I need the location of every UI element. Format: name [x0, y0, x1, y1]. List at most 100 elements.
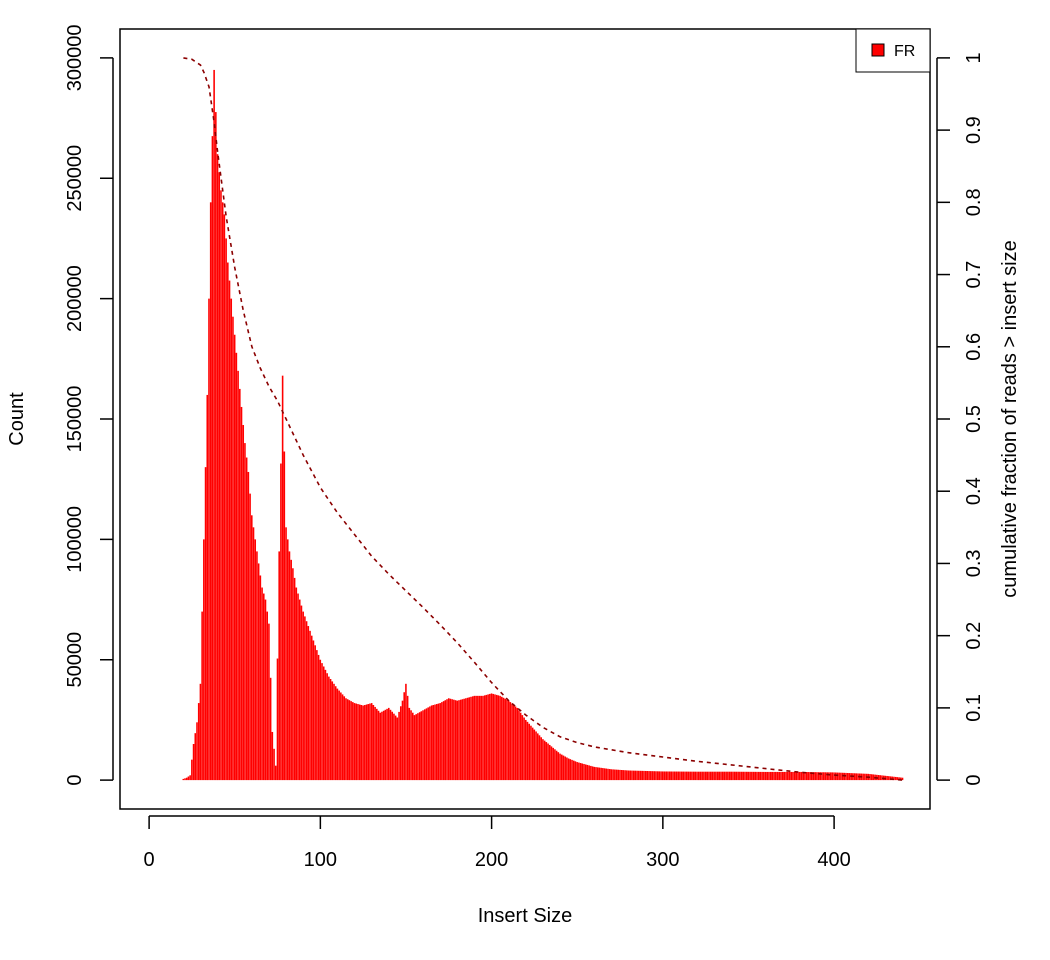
histogram-bar [631, 770, 633, 781]
histogram-bar [576, 762, 578, 781]
histogram-bar [526, 721, 529, 781]
histogram-bar [802, 771, 804, 781]
histogram-bar [663, 771, 666, 781]
histogram-bar [245, 457, 248, 781]
histogram-bar [360, 705, 363, 781]
histogram-bar [203, 539, 205, 781]
histogram-bar [293, 577, 296, 781]
histogram-bar [495, 694, 498, 781]
histogram-bar [848, 773, 851, 781]
histogram-bar [364, 705, 366, 781]
histogram-bar [268, 623, 270, 781]
histogram-bar [620, 770, 623, 781]
histogram-bar [718, 771, 721, 781]
histogram-bar [716, 771, 719, 781]
histogram-bar [660, 771, 662, 781]
histogram-bar [381, 711, 383, 781]
histogram-bar [432, 705, 435, 781]
histogram-bar [388, 707, 390, 781]
x-tick-label: 0 [144, 849, 155, 871]
histogram-bar [615, 769, 618, 781]
histogram-bar [696, 771, 698, 781]
histogram-bar [251, 515, 253, 781]
histogram-bar [776, 771, 779, 781]
histogram-bar [507, 700, 510, 781]
histogram-bar [780, 771, 782, 781]
histogram-bar [490, 693, 493, 781]
histogram-bar [459, 699, 462, 781]
y-tick-label: 0 [64, 775, 86, 786]
histogram-bar [595, 767, 597, 781]
histogram-bar [901, 777, 904, 781]
histogram-bar [896, 777, 899, 781]
histogram-bar [756, 771, 758, 781]
histogram-bar [324, 669, 327, 781]
histogram-bar [249, 493, 251, 781]
histogram-bar [648, 771, 650, 781]
histogram-bar [281, 375, 284, 781]
histogram-bar [838, 772, 840, 781]
histogram-bar [478, 695, 481, 781]
histogram-bar [682, 771, 685, 781]
histogram-bar [824, 772, 827, 781]
histogram-bar [269, 677, 272, 781]
histogram-bar [353, 703, 356, 781]
histogram-bar [793, 771, 796, 781]
histogram-bar [449, 698, 452, 781]
histogram-bar [797, 771, 799, 781]
histogram-bar [230, 298, 233, 781]
y2-tick-label: 0 [963, 775, 985, 786]
histogram-bar [213, 69, 215, 781]
histogram-bar [651, 771, 654, 781]
histogram-bar [274, 765, 277, 781]
histogram-bar [369, 703, 371, 781]
histogram-bar [751, 771, 753, 781]
histogram-bar [643, 770, 645, 781]
histogram-bar [376, 708, 378, 781]
histogram-bar [485, 694, 488, 781]
histogram-bar [685, 771, 688, 781]
histogram-bar [365, 704, 368, 781]
cumulative-fraction-line [183, 57, 903, 781]
histogram-bar [355, 703, 358, 781]
histogram-bar [569, 759, 572, 781]
y-axis-title: Count [6, 392, 28, 446]
histogram-bar [703, 771, 705, 781]
histogram-bar [189, 775, 191, 781]
histogram-bar [898, 777, 900, 781]
histogram-bar [771, 771, 774, 781]
histogram-bar [305, 621, 308, 781]
histogram-bar [636, 770, 638, 781]
histogram-bar [317, 654, 320, 781]
histogram-bar [862, 773, 864, 781]
histogram-bar [627, 770, 630, 781]
histogram-bar [644, 770, 647, 781]
histogram-bar [584, 764, 587, 781]
histogram-bar [812, 772, 815, 781]
histogram-bar [519, 712, 522, 781]
y-tick-label: 300000 [64, 25, 86, 92]
histogram-bar [398, 711, 400, 781]
histogram-bar [346, 699, 349, 781]
histogram-bar [531, 727, 534, 781]
histogram-bar [658, 771, 661, 781]
histogram-bar [588, 765, 590, 781]
histogram-bar [197, 703, 200, 781]
histogram-bar [540, 737, 542, 781]
histogram-bar [196, 722, 198, 781]
histogram-bar [841, 772, 844, 781]
histogram-bar [834, 772, 837, 781]
histogram-bar [533, 729, 536, 781]
histogram-bar [672, 771, 674, 781]
histogram-bar [624, 770, 626, 781]
histogram-bar [607, 768, 609, 781]
histogram-bar [560, 754, 563, 781]
histogram-bar [502, 697, 505, 781]
histogram-bar [822, 772, 825, 781]
histogram-bar [614, 769, 616, 781]
histogram-bar [316, 650, 318, 781]
histogram-bar [781, 771, 784, 781]
histogram-bar [276, 658, 279, 781]
histogram-bar [590, 765, 592, 781]
histogram-bar [480, 695, 483, 781]
